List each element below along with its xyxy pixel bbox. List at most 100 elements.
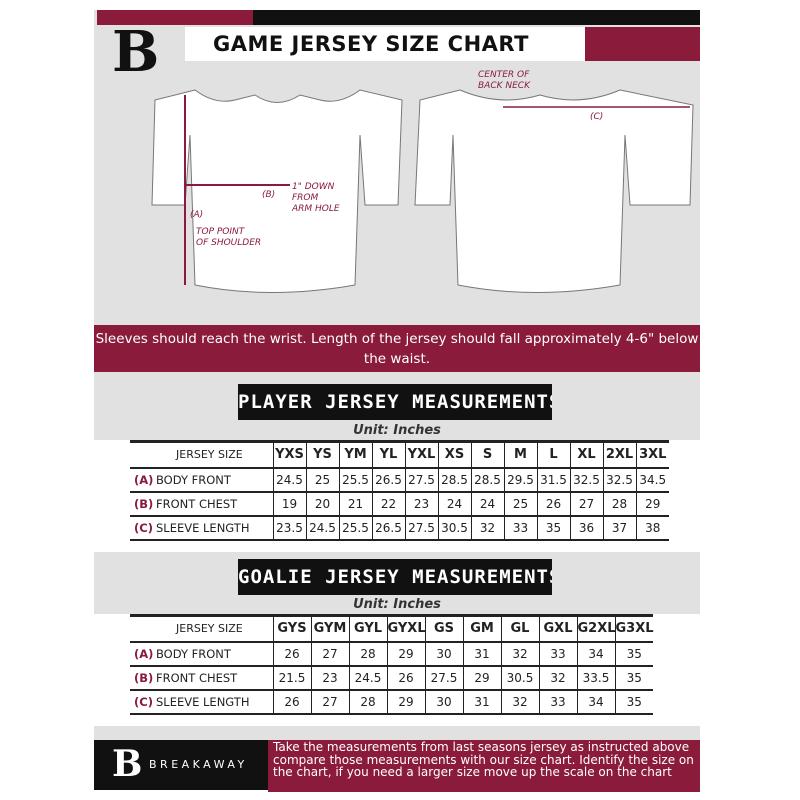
table-cell: 33 (504, 515, 538, 540)
top-bar-maroon (97, 10, 253, 25)
row-label: (C) SLEEVE LENGTH (130, 689, 274, 714)
footer-instructions: Take the measurements from last seasons … (268, 740, 700, 792)
table-cell: 32 (539, 665, 578, 690)
table-cell: 28 (603, 491, 637, 516)
table-cell: 25 (306, 467, 340, 492)
table-cell: 31 (463, 689, 502, 714)
table-cell: 32 (471, 515, 505, 540)
table-cell: 35 (626, 646, 642, 661)
footer-brand: B BREAKAWAY (94, 740, 268, 790)
table-cell: 38 (645, 520, 661, 535)
size-label: JERSEY SIZE (130, 615, 274, 642)
table-cell: 27.5 (405, 467, 439, 492)
table-cell: 27 (570, 491, 604, 516)
table-row: (C) SLEEVE LENGTH 26 27 28 29 30 31 32 33 34 35 (130, 689, 653, 714)
table-cell: 24 (471, 491, 505, 516)
size-header: GYL (349, 615, 388, 642)
row-letter: (B) (134, 496, 154, 511)
size-header: GYM (311, 615, 350, 642)
size-header: YXL (405, 441, 439, 468)
row-name: SLEEVE LENGTH (156, 694, 250, 709)
size-header: YXS (273, 441, 307, 468)
footer-logo: B (112, 743, 143, 785)
table-cell: 23 (405, 491, 439, 516)
table-cell: 32.5 (570, 467, 604, 492)
table-cell: 34 (577, 689, 616, 714)
table-cell: 30 (425, 641, 464, 666)
table-cell: 23 (311, 665, 350, 690)
row-name: FRONT CHEST (156, 496, 238, 511)
table-cell: 23.5 (273, 515, 307, 540)
table-row: (C) SLEEVE LENGTH 23.5 24.5 25.5 26.5 27.5 30.5… (130, 515, 669, 540)
table-cell: 26 (387, 665, 426, 690)
table-cell: 28.5 (438, 467, 472, 492)
row-label: (C) SLEEVE LENGTH (130, 515, 274, 540)
table-row: (A) BODY FRONT 24.5 25 25.5 26.5 27.5 28.5 28.5 2… (130, 467, 669, 492)
table-cell: 25 (504, 491, 538, 516)
table-cell: 37 (603, 515, 637, 540)
table-cell: 24.5 (273, 467, 307, 492)
size-label: JERSEY SIZE (130, 441, 274, 468)
row-letter: (C) (134, 694, 153, 709)
table-cell: 26 (273, 641, 312, 666)
table-cell: 34 (577, 641, 616, 666)
player-unit: Unit: Inches (353, 423, 441, 438)
size-header: GM (463, 615, 502, 642)
table-cell: 27.5 (405, 515, 439, 540)
table-cell: 32 (501, 689, 540, 714)
table-cell: 22 (372, 491, 406, 516)
row-label: (A) BODY FRONT (130, 641, 274, 666)
row-name: SLEEVE LENGTH (156, 520, 250, 535)
row-letter: (B) (134, 670, 154, 685)
row-letter: (C) (134, 520, 153, 535)
goalie-unit: Unit: Inches (353, 597, 441, 612)
size-header: XS (438, 441, 472, 468)
label-c: (C) (590, 112, 604, 122)
table-cell: 26.5 (372, 515, 406, 540)
size-header: G3XL (615, 620, 654, 636)
table-cell: 19 (273, 491, 307, 516)
table-cell: 36 (570, 515, 604, 540)
label-a: (A) (190, 210, 204, 220)
player-table: JERSEY SIZE YXS YS YM YL YXL XS S M L XL 2XL 3XL (A) B… (130, 440, 669, 541)
table-cell: 24.5 (306, 515, 340, 540)
table-cell: 27 (311, 641, 350, 666)
row-name: BODY FRONT (156, 472, 231, 487)
size-header: M (504, 441, 538, 468)
table-cell: 30.5 (438, 515, 472, 540)
label-b-note: 1" DOWN FROM ARM HOLE (292, 182, 340, 214)
label-b: (B) (262, 190, 276, 200)
instruction-banner: Sleeves should reach the wrist. Length o… (94, 325, 700, 372)
table-cell: 33 (539, 641, 578, 666)
table-cell: 21.5 (273, 665, 312, 690)
row-label: (B) FRONT CHEST (130, 491, 274, 516)
table-cell: 28 (349, 641, 388, 666)
table-cell: 25.5 (339, 467, 373, 492)
table-cell: 28 (349, 689, 388, 714)
table-cell: 32.5 (603, 467, 637, 492)
label-a-note: TOP POINT OF SHOULDER (196, 227, 262, 248)
size-header: GL (501, 615, 540, 642)
size-header: 3XL (639, 446, 667, 462)
table-cell: 35 (626, 670, 642, 685)
table-cell: 35 (626, 694, 642, 709)
top-bar-black (253, 10, 700, 25)
table-cell: 31 (463, 641, 502, 666)
goalie-table-area: JERSEY SIZE GYS GYM GYL GYXL GS GM GL GXL G2XL G3X… (94, 614, 700, 726)
table-cell: 33 (539, 689, 578, 714)
table-row: (B) FRONT CHEST 21.5 23 24.5 26 27.5 29 30.5 32 33… (130, 665, 653, 690)
table-cell: 26 (273, 689, 312, 714)
size-header: YL (372, 441, 406, 468)
row-name: BODY FRONT (156, 646, 231, 661)
size-header: GXL (539, 615, 578, 642)
table-cell: 31.5 (537, 467, 571, 492)
title-accent (585, 27, 700, 61)
goalie-table: JERSEY SIZE GYS GYM GYL GYXL GS GM GL GXL G2XL G3X… (130, 614, 654, 715)
player-table-area: JERSEY SIZE YXS YS YM YL YXL XS S M L XL 2XL 3XL (A) B… (94, 440, 700, 552)
table-cell: 33.5 (577, 665, 616, 690)
header-row: JERSEY SIZE GYS GYM GYL GYXL GS GM GL GXL G2XL G3X… (130, 615, 654, 642)
size-header: YS (306, 441, 340, 468)
logo: B (112, 19, 160, 85)
table-cell: 26.5 (372, 467, 406, 492)
size-header: GS (425, 615, 464, 642)
